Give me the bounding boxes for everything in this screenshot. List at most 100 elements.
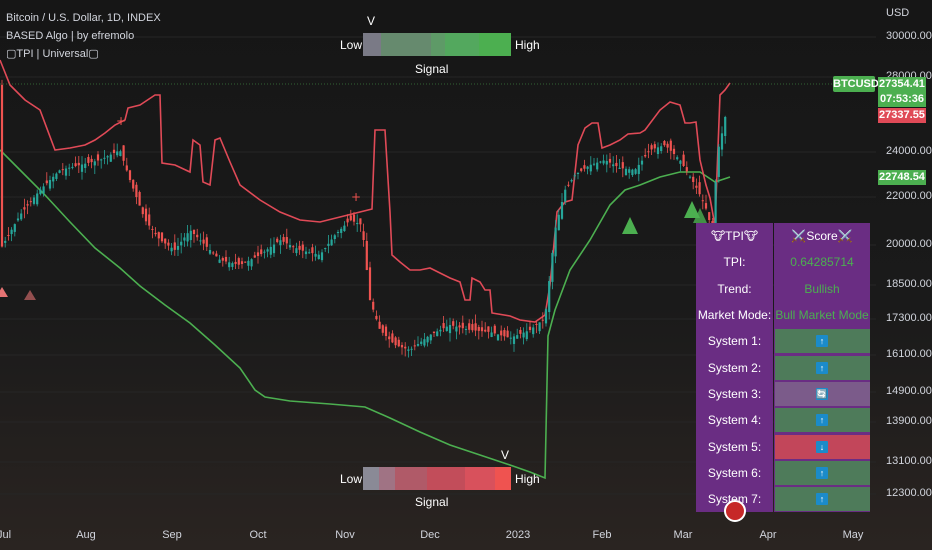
candle-body xyxy=(317,254,320,259)
candle-body xyxy=(676,157,679,160)
candle-body xyxy=(506,330,509,338)
candle-body xyxy=(170,247,173,252)
candle-body xyxy=(301,244,304,251)
candle-body xyxy=(519,329,522,334)
candle-body xyxy=(205,237,208,247)
signal-pointer: V xyxy=(367,14,376,28)
x-axis-tick: Dec xyxy=(420,529,440,541)
candle-body xyxy=(640,160,644,165)
candle-body xyxy=(516,335,519,339)
signal-pointer: V xyxy=(501,448,510,462)
y-axis-tick: 20000.00 xyxy=(886,238,932,250)
x-axis-tick: Oct xyxy=(249,529,267,541)
symbol-tag[interactable]: BTCUSD xyxy=(833,76,879,92)
candle-body xyxy=(20,213,23,220)
x-axis-tick: Mar xyxy=(673,529,693,541)
flag-icon xyxy=(724,500,746,522)
candle-body xyxy=(74,163,77,167)
trailing-stop-line xyxy=(0,59,731,323)
signal-bar xyxy=(363,467,511,490)
candle-body xyxy=(29,201,32,203)
candle-body xyxy=(666,143,669,148)
candle-body xyxy=(592,163,596,165)
candle-body xyxy=(612,164,615,167)
indicator-label-based-algo[interactable]: BASED Algo | by efremolo xyxy=(6,30,135,42)
candle-body xyxy=(503,330,506,337)
system-state-cell: ↑ xyxy=(774,460,870,485)
symbol-title[interactable]: Bitcoin / U.S. Dollar, 1D, INDEX xyxy=(6,12,161,24)
candle-body xyxy=(186,233,189,242)
candle-body xyxy=(442,323,445,329)
arrow-up-icon: ↑ xyxy=(816,414,828,427)
system-row: System 4: ↑ xyxy=(696,407,870,434)
candle-body xyxy=(250,259,253,267)
y-axis-tick: 13900.00 xyxy=(886,415,932,427)
candle-body xyxy=(608,158,612,163)
candle-body xyxy=(144,208,148,222)
candle-body xyxy=(570,180,573,182)
indicator-label-tpi[interactable]: ▢TPI | Universal▢ xyxy=(6,48,99,60)
tpi-info-row: Trend: Bullish xyxy=(696,275,870,302)
x-axis-tick: 2023 xyxy=(505,529,531,541)
candle-body xyxy=(311,247,314,254)
candle-body xyxy=(112,149,116,153)
candle-body xyxy=(439,329,442,332)
candle-body xyxy=(96,154,100,161)
x-axis-tick: Nov xyxy=(335,529,355,541)
candle-body xyxy=(679,160,682,164)
candle-body xyxy=(653,144,656,149)
candle-body xyxy=(285,237,288,244)
candle-body xyxy=(61,169,64,171)
buy-signal-triangle xyxy=(684,201,700,218)
y-axis-tick: 22000.00 xyxy=(886,190,932,202)
candle-body xyxy=(202,239,205,244)
candle-body xyxy=(695,185,698,188)
candle-body xyxy=(218,259,221,263)
candle-body xyxy=(368,267,372,300)
candle-body xyxy=(132,179,135,189)
tpi-info-row: TPI: 0.64285714 xyxy=(696,249,870,276)
tpi-header-row: 🐮TPI🐮 ⚔️Score⚔️ xyxy=(696,223,870,250)
candle-body xyxy=(247,260,250,266)
candle-body xyxy=(189,230,192,241)
candle-body xyxy=(378,321,381,329)
candle-body xyxy=(551,252,554,282)
candle-body xyxy=(135,184,138,198)
buy-signal-triangle xyxy=(693,208,707,223)
tpi-row-value: 0.64285714 xyxy=(774,249,870,276)
candle-body xyxy=(343,225,346,232)
candle-body xyxy=(183,237,186,241)
tpi-row-label: Market Mode: xyxy=(696,301,773,329)
arrow-up-icon: ↑ xyxy=(816,493,828,506)
candle-body xyxy=(420,341,423,344)
signal-high-label: High xyxy=(515,472,540,486)
candle-body xyxy=(500,330,503,336)
candle-body xyxy=(221,258,224,261)
y-axis-tick: 14900.00 xyxy=(886,385,932,397)
candle-body xyxy=(48,180,52,189)
candle-body xyxy=(413,345,416,347)
system-label: System 1: xyxy=(696,328,773,355)
candle-body xyxy=(349,215,352,221)
sell-signal-triangle xyxy=(24,290,36,300)
candle-body xyxy=(375,315,378,320)
candle-body xyxy=(672,148,676,154)
candle-body xyxy=(605,160,608,165)
candle-body xyxy=(634,169,637,174)
candle-body xyxy=(4,240,7,243)
candle-body xyxy=(240,261,244,264)
candle-body xyxy=(631,169,634,176)
signal-low-label: Low xyxy=(340,472,363,486)
candle-body xyxy=(698,182,701,195)
candle-body xyxy=(621,162,624,169)
candle-body xyxy=(628,169,631,173)
candle-body xyxy=(535,323,538,325)
candle-body xyxy=(365,240,368,270)
candle-body xyxy=(324,248,327,250)
candle-body xyxy=(356,223,359,225)
candle-body xyxy=(692,176,695,182)
candle-body xyxy=(522,332,525,338)
candle-body xyxy=(445,326,448,332)
candle-body xyxy=(122,145,125,161)
